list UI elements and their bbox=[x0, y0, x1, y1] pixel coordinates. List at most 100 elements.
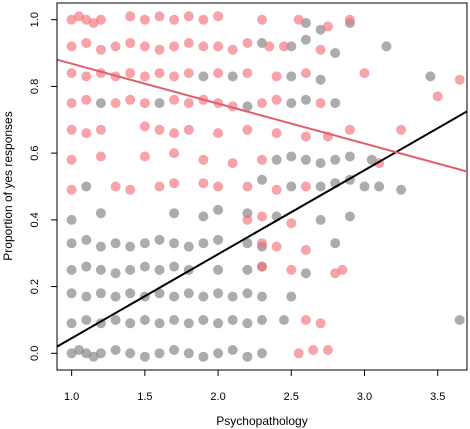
data-point bbox=[227, 291, 238, 302]
data-point bbox=[213, 181, 224, 192]
data-point bbox=[286, 71, 297, 82]
data-point bbox=[213, 68, 224, 79]
data-point bbox=[198, 71, 209, 82]
data-point bbox=[300, 268, 311, 279]
data-point bbox=[279, 315, 289, 325]
data-point bbox=[300, 181, 311, 192]
data-point bbox=[95, 151, 106, 162]
data-point bbox=[330, 238, 341, 249]
data-point bbox=[271, 154, 282, 165]
data-point bbox=[330, 154, 341, 165]
data-point bbox=[432, 91, 443, 102]
data-point bbox=[286, 98, 297, 109]
data-point bbox=[198, 351, 209, 362]
data-point bbox=[110, 98, 121, 109]
data-point bbox=[344, 211, 355, 222]
data-point bbox=[198, 211, 209, 222]
data-point bbox=[257, 261, 267, 272]
data-point bbox=[198, 238, 209, 249]
data-point bbox=[110, 181, 121, 192]
data-point bbox=[286, 264, 297, 275]
data-point bbox=[169, 345, 180, 355]
data-point bbox=[139, 98, 150, 109]
x-tick-label: 3.5 bbox=[430, 391, 445, 403]
data-point bbox=[198, 291, 209, 302]
points-layer bbox=[66, 11, 465, 362]
data-point bbox=[227, 315, 238, 325]
data-point bbox=[293, 348, 304, 359]
data-point bbox=[286, 181, 297, 192]
data-point bbox=[242, 264, 253, 275]
data-point bbox=[66, 264, 77, 275]
y-tick-label: 1.0 bbox=[29, 12, 41, 27]
data-point bbox=[198, 315, 209, 325]
data-point bbox=[169, 238, 180, 249]
data-point bbox=[66, 184, 77, 195]
data-point bbox=[300, 68, 311, 79]
data-point bbox=[66, 154, 77, 165]
fit-line bbox=[56, 110, 468, 348]
data-point bbox=[454, 315, 465, 325]
data-point bbox=[257, 348, 267, 359]
data-point bbox=[257, 291, 267, 302]
data-point bbox=[81, 291, 92, 302]
data-point bbox=[66, 41, 77, 52]
data-point bbox=[110, 345, 121, 355]
data-point bbox=[271, 71, 282, 82]
data-point bbox=[66, 288, 77, 299]
data-point bbox=[169, 148, 180, 159]
data-point bbox=[169, 128, 180, 139]
data-point bbox=[66, 98, 77, 109]
data-point bbox=[286, 291, 297, 302]
data-point bbox=[315, 214, 326, 225]
fit-line bbox=[56, 58, 468, 173]
data-point bbox=[125, 68, 136, 79]
data-point bbox=[139, 41, 150, 52]
data-point bbox=[125, 38, 136, 48]
data-point bbox=[381, 41, 392, 52]
data-point bbox=[271, 184, 282, 195]
data-point bbox=[227, 345, 238, 355]
data-point bbox=[315, 158, 326, 169]
data-point bbox=[322, 21, 333, 32]
data-point bbox=[125, 11, 136, 22]
data-point bbox=[213, 128, 224, 139]
data-point bbox=[242, 101, 253, 112]
data-point bbox=[154, 124, 165, 135]
data-point bbox=[81, 261, 92, 272]
data-point bbox=[95, 14, 106, 25]
data-point bbox=[81, 234, 92, 245]
y-tick-label: 0.4 bbox=[29, 212, 41, 227]
data-point bbox=[330, 48, 341, 58]
data-point bbox=[154, 44, 165, 55]
data-point bbox=[213, 204, 224, 215]
data-point bbox=[66, 124, 77, 135]
data-point bbox=[257, 98, 267, 109]
data-point bbox=[169, 14, 180, 25]
y-tick-label: 0.2 bbox=[29, 279, 41, 294]
data-point bbox=[425, 71, 436, 82]
data-point bbox=[139, 151, 150, 162]
data-point bbox=[271, 241, 282, 252]
data-point bbox=[213, 348, 224, 359]
data-point bbox=[169, 94, 180, 105]
data-point bbox=[154, 11, 165, 22]
data-point bbox=[308, 345, 319, 355]
data-point bbox=[110, 291, 121, 302]
data-point bbox=[198, 154, 209, 165]
data-point bbox=[125, 288, 136, 299]
data-point bbox=[95, 208, 106, 219]
data-point bbox=[242, 318, 253, 329]
data-point bbox=[154, 98, 165, 109]
data-point bbox=[183, 124, 194, 135]
y-tick-label: 0.6 bbox=[29, 145, 41, 160]
data-point bbox=[81, 181, 92, 192]
data-point bbox=[300, 315, 311, 325]
data-point bbox=[198, 41, 209, 52]
data-point bbox=[300, 154, 311, 165]
data-point bbox=[257, 315, 267, 325]
data-point bbox=[344, 14, 355, 25]
data-point bbox=[242, 181, 253, 192]
data-point bbox=[213, 288, 224, 299]
